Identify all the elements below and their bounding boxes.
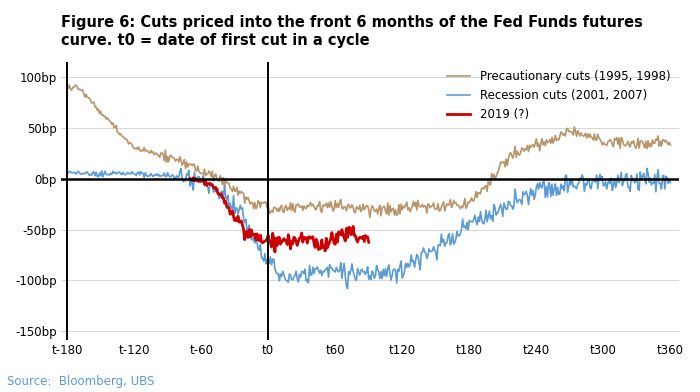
Precautionary cuts (1995, 1998) [63, 84, 71, 89]
Precautionary cuts (1995, 1998) [601, 137, 610, 142]
Text: Figure 6: Cuts priced into the front 6 months of the Fed Funds futures
curve. t0: Figure 6: Cuts priced into the front 6 m… [62, 15, 643, 48]
2019 (?) [346, 234, 354, 238]
2019 (?) [188, 173, 197, 178]
2019 (?) [246, 238, 255, 243]
Recession cuts (2001, 2007) [601, 178, 609, 183]
Precautionary cuts (1995, 1998) [71, 85, 79, 89]
2019 (?) [337, 238, 345, 242]
2019 (?) [365, 241, 373, 246]
Recession cuts (2001, 2007) [494, 219, 503, 224]
2019 (?) [236, 215, 244, 220]
Recession cuts (2001, 2007) [263, 261, 272, 266]
Line: 2019 (?): 2019 (?) [190, 175, 369, 254]
Legend: Precautionary cuts (1995, 1998), Recession cuts (2001, 2007), 2019 (?): Precautionary cuts (1995, 1998), Recessi… [447, 70, 671, 121]
2019 (?) [186, 177, 194, 181]
Precautionary cuts (1995, 1998) [476, 190, 484, 195]
Recession cuts (2001, 2007) [69, 172, 78, 176]
Precautionary cuts (1995, 1998) [232, 189, 240, 193]
Text: Source:  Bloomberg, UBS: Source: Bloomberg, UBS [7, 375, 155, 388]
Precautionary cuts (1995, 1998) [666, 138, 675, 143]
Precautionary cuts (1995, 1998) [69, 83, 77, 87]
Line: Recession cuts (2001, 2007): Recession cuts (2001, 2007) [67, 169, 671, 289]
2019 (?) [253, 244, 261, 249]
2019 (?) [266, 252, 274, 257]
Precautionary cuts (1995, 1998) [496, 168, 504, 172]
Recession cuts (2001, 2007) [648, 167, 657, 171]
Line: Precautionary cuts (1995, 1998): Precautionary cuts (1995, 1998) [67, 85, 671, 218]
Recession cuts (2001, 2007) [279, 287, 288, 292]
Recession cuts (2001, 2007) [230, 207, 239, 211]
Precautionary cuts (1995, 1998) [264, 207, 272, 212]
2019 (?) [358, 238, 366, 242]
Recession cuts (2001, 2007) [475, 226, 484, 230]
Precautionary cuts (1995, 1998) [379, 216, 388, 221]
Recession cuts (2001, 2007) [63, 172, 71, 177]
Recession cuts (2001, 2007) [666, 175, 675, 180]
